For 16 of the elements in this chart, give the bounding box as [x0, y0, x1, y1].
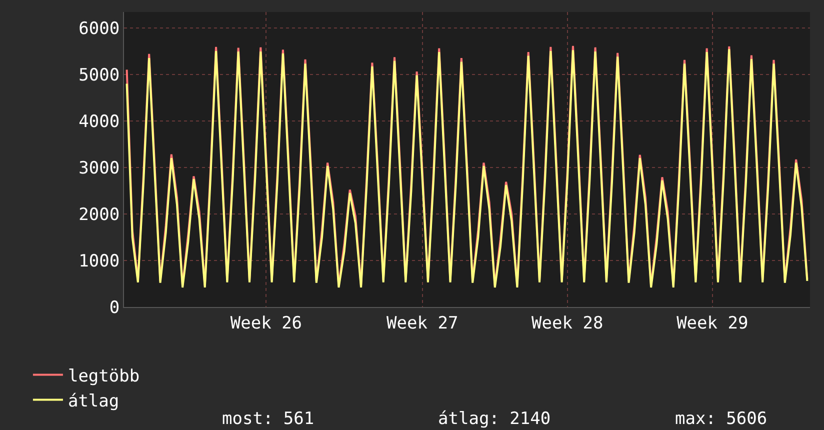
- text: most: 561: [222, 409, 314, 429]
- legend-label: átlag: [68, 391, 120, 412]
- x-tick-label: Week 26: [230, 313, 302, 334]
- y-tick-label: 2000: [78, 204, 120, 225]
- y-tick-label: 1000: [78, 251, 120, 272]
- x-tick-label: Week 29: [676, 313, 748, 334]
- text: átlag: 2140: [438, 409, 551, 429]
- y-tick-label: 0: [109, 298, 120, 318]
- y-tick-label: 5000: [78, 65, 120, 86]
- legend-label: legtöbb: [68, 366, 140, 386]
- y-tick-label: 4000: [78, 112, 120, 132]
- text: max: 5606: [675, 409, 768, 429]
- x-tick-label: Week 28: [532, 313, 604, 334]
- y-tick-label: 3000: [78, 158, 120, 178]
- y-tick-label: 6000: [78, 18, 120, 39]
- x-tick-label: Week 27: [386, 313, 458, 334]
